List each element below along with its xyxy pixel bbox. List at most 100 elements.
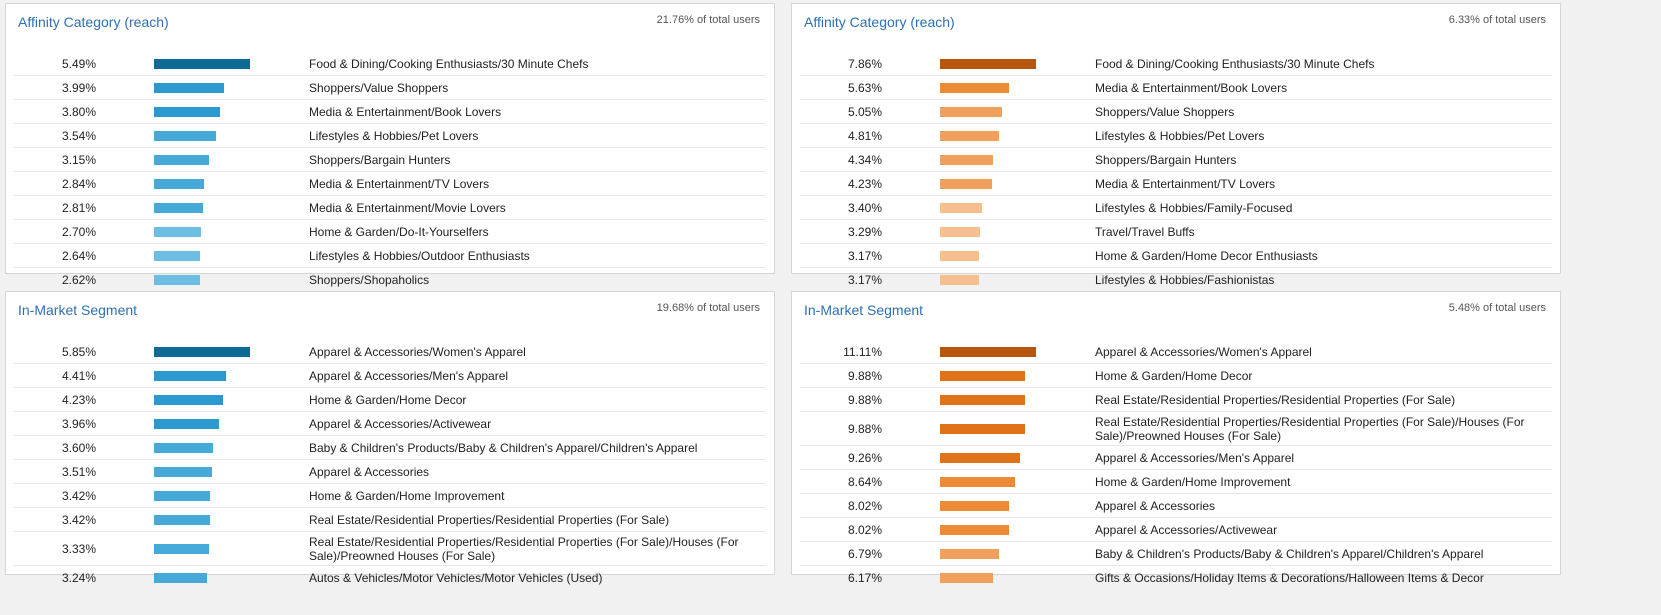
row-label: Shoppers/Value Shoppers <box>309 80 449 95</box>
table-row: 8.02% Apparel & Accessories/Activewear <box>800 518 1552 542</box>
row-bar <box>940 476 1015 487</box>
panel-title: Affinity Category (reach) <box>18 14 169 30</box>
bar-track <box>154 364 258 387</box>
row-percentage: 4.23% <box>847 176 882 191</box>
row-bar <box>154 58 250 69</box>
table-row: 6.79% Baby & Children's Products/Baby & C… <box>800 542 1552 566</box>
row-percentage: 4.41% <box>61 368 96 383</box>
table-row: 8.02% Apparel & Accessories <box>800 494 1552 518</box>
row-bar <box>940 394 1025 405</box>
row-bar <box>940 500 1009 511</box>
row-label: Home & Garden/Home Decor Enthusiasts <box>1095 248 1318 263</box>
bar-track <box>154 532 258 565</box>
row-label: Lifestyles & Hobbies/Pet Lovers <box>309 128 479 143</box>
row-label: Travel/Travel Buffs <box>1095 224 1195 239</box>
row-bar <box>940 452 1020 463</box>
row-label: Apparel & Accessories/Activewear <box>309 416 492 431</box>
row-bar <box>940 274 979 285</box>
bar-track <box>940 364 1044 387</box>
row-label: Real Estate/Residential Properties/Resid… <box>1095 414 1525 443</box>
panel-total-users: 19.68% of total users <box>656 302 760 314</box>
row-bar <box>940 250 979 261</box>
row-bar <box>940 370 1025 381</box>
table-row: 6.17% Gifts & Occasions/Holiday Items & D… <box>800 566 1552 589</box>
row-label: Apparel & Accessories <box>309 464 430 479</box>
row-label: Food & Dining/Cooking Enthusiasts/30 Min… <box>1095 56 1375 71</box>
row-bar <box>940 106 1002 117</box>
row-bar <box>940 130 999 141</box>
row-bar <box>940 58 1036 69</box>
row-bar <box>154 543 209 554</box>
panel-title: Affinity Category (reach) <box>804 14 955 30</box>
row-percentage: 3.80% <box>61 104 96 119</box>
bar-track <box>940 148 1044 171</box>
bar-track <box>154 172 258 195</box>
bar-track <box>154 388 258 411</box>
row-label: Apparel & Accessories/Women's Apparel <box>309 344 526 359</box>
table-row: 3.40% Lifestyles & Hobbies/Family-Focused <box>800 196 1552 220</box>
row-bar <box>940 548 999 559</box>
row-bar <box>154 226 201 237</box>
table-row: 3.24% Autos & Vehicles/Motor Vehicles/Mot… <box>14 566 766 589</box>
row-percentage: 5.85% <box>61 344 96 359</box>
row-percentage: 3.15% <box>61 152 96 167</box>
row-percentage: 3.42% <box>61 512 96 527</box>
table-row: 3.17% Lifestyles & Hobbies/Fashionistas <box>800 268 1552 291</box>
bar-track <box>940 244 1044 267</box>
row-label: Apparel & Accessories/Men's Apparel <box>1095 450 1295 465</box>
row-label: Media & Entertainment/TV Lovers <box>309 176 490 191</box>
row-percentage: 2.62% <box>61 272 96 287</box>
row-percentage: 9.88% <box>847 368 882 383</box>
in-market-panel-right: In-Market Segment 5.48% of total users 1… <box>791 291 1561 585</box>
row-percentage: 3.17% <box>847 272 882 287</box>
row-label: Home & Garden/Home Decor <box>309 392 467 407</box>
table-row: 3.60% Baby & Children's Products/Baby & C… <box>14 436 766 460</box>
table-row: 3.96% Apparel & Accessories/Activewear <box>14 412 766 436</box>
table-row: 5.85% Apparel & Accessories/Women's Appar… <box>14 340 766 364</box>
row-bar <box>940 226 980 237</box>
row-percentage: 3.42% <box>61 488 96 503</box>
row-label: Home & Garden/Home Improvement <box>1095 474 1291 489</box>
table-row: 2.84% Media & Entertainment/TV Lovers <box>14 172 766 196</box>
bar-track <box>940 412 1044 445</box>
bar-track <box>154 436 258 459</box>
bar-track <box>154 196 258 219</box>
affinity-panel-right: Affinity Category (reach) 6.33% of total… <box>791 3 1561 287</box>
row-bar <box>154 250 200 261</box>
bar-track <box>940 100 1044 123</box>
row-percentage: 3.17% <box>847 248 882 263</box>
row-percentage: 5.49% <box>61 56 96 71</box>
row-label: Real Estate/Residential Properties/Resid… <box>309 512 670 527</box>
row-bar <box>154 202 203 213</box>
row-bar <box>154 572 207 583</box>
row-label: Shoppers/Bargain Hunters <box>1095 152 1237 167</box>
table-row: 2.70% Home & Garden/Do-It-Yourselfers <box>14 220 766 244</box>
row-label: Shoppers/Value Shoppers <box>1095 104 1235 119</box>
bar-track <box>940 76 1044 99</box>
row-bar <box>940 524 1009 535</box>
bar-track <box>940 220 1044 243</box>
table-row: 9.88% Home & Garden/Home Decor <box>800 364 1552 388</box>
row-percentage: 4.34% <box>847 152 882 167</box>
bar-track <box>940 566 1044 589</box>
table-row: 4.81% Lifestyles & Hobbies/Pet Lovers <box>800 124 1552 148</box>
table-row: 4.34% Shoppers/Bargain Hunters <box>800 148 1552 172</box>
row-label: Home & Garden/Do-It-Yourselfers <box>309 224 489 239</box>
bar-track <box>940 268 1044 291</box>
bar-track <box>154 566 258 589</box>
row-percentage: 2.81% <box>61 200 96 215</box>
table-row: 3.42% Home & Garden/Home Improvement <box>14 484 766 508</box>
row-bar <box>154 394 223 405</box>
row-label: Real Estate/Residential Properties/Resid… <box>309 534 739 563</box>
row-bar <box>154 178 204 189</box>
row-percentage: 3.51% <box>61 464 96 479</box>
table-row: 11.11% Apparel & Accessories/Women's Appa… <box>800 340 1552 364</box>
bar-track <box>154 148 258 171</box>
table-row: 2.62% Shoppers/Shopaholics <box>14 268 766 291</box>
row-label: Real Estate/Residential Properties/Resid… <box>1095 392 1456 407</box>
row-label: Shoppers/Shopaholics <box>309 272 430 287</box>
row-label: Apparel & Accessories/Women's Apparel <box>1095 344 1312 359</box>
row-percentage: 6.79% <box>847 546 882 561</box>
row-percentage: 7.86% <box>847 56 882 71</box>
bar-track <box>154 124 258 147</box>
